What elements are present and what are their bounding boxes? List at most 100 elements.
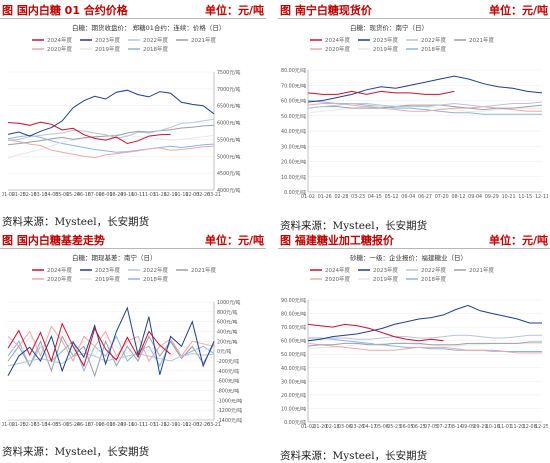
x-tick-label: 08-01 [99, 192, 113, 198]
x-tick-label: 02-26 [196, 192, 210, 198]
x-tick-label: 02-26 [196, 422, 210, 428]
x-tick-label: 05-01 [55, 192, 69, 198]
y-tick-label: 20.00元/吨 [281, 159, 306, 166]
legend-label: 2022年度 [421, 36, 446, 44]
series-line [307, 323, 444, 342]
x-tick-label: 11-15 [518, 194, 532, 200]
series-line [7, 325, 215, 363]
legend-item: 2020年度 [32, 275, 72, 283]
x-tick-label: 03-06 [338, 424, 352, 430]
series-line [307, 101, 543, 109]
legend-label: 2020年度 [47, 45, 72, 53]
legend-item: 2022年度 [406, 36, 446, 44]
y-tick-label: 10.00元/吨 [281, 174, 306, 181]
x-tick-label: 02-03 [185, 422, 199, 428]
x-tick-label: 09-16 [120, 192, 134, 198]
x-tick-label: 10-21 [502, 194, 516, 200]
legend-label: 2019年度 [373, 45, 398, 53]
x-tick-label: 06-16 [77, 192, 91, 198]
x-tick-label: 07-09 [88, 422, 102, 428]
y-tick-label: -200元/吨 [217, 358, 239, 365]
panel-header: 图 南宁白糖现货价 单位：元/吨 [278, 0, 550, 19]
y-tick-label: 80.00元/吨 [281, 311, 306, 318]
series-line [7, 335, 215, 378]
x-tick-label: 05-12 [385, 194, 399, 200]
figure-title: 图 南宁白糖现货价 [280, 4, 372, 17]
series-line [7, 118, 215, 141]
legend-item: 2024年度 [310, 36, 350, 44]
y-tick-label: 60.00元/吨 [281, 338, 306, 345]
legend-label: 2018年度 [421, 45, 446, 53]
x-tick-label: 08-01 [99, 422, 113, 428]
x-tick-label: 06-05 [400, 424, 414, 430]
legend-item: 2024年度 [32, 266, 72, 274]
y-tick-label: 200元/吨 [217, 338, 238, 345]
series-line [7, 353, 215, 367]
legend-label: 2023年度 [373, 266, 398, 274]
series-line [7, 330, 215, 363]
legend-item: 2022年度 [128, 266, 168, 274]
x-tick-label: 06-04 [401, 194, 415, 200]
chart-title: 白糖：现货价：南宁（日） [350, 23, 428, 32]
x-tick-label: 08-12 [451, 194, 465, 200]
x-tick-label: 03-21 [207, 422, 221, 428]
y-tick-label: 40.00元/吨 [281, 365, 306, 372]
y-tick-label: 4500元/吨 [217, 170, 241, 177]
x-tick-label: 02-28 [334, 194, 348, 200]
source-note: 资料来源：Mysteel，长安期货 [2, 216, 150, 228]
y-tick-label: -1400元/吨 [217, 417, 242, 424]
chart-title: 白糖：期货收盘价： 郑糖01合约：连续：价格（日） [72, 23, 225, 32]
source-note: 资料来源：Mysteel，长安期货 [2, 446, 150, 458]
series-line [307, 342, 542, 354]
legend-item: 2023年度 [358, 36, 398, 44]
legend-item: 2023年度 [358, 266, 398, 274]
y-tick-label: 0.00元/吨 [284, 419, 306, 426]
x-tick-label: 08-24 [109, 422, 123, 428]
legend-item: 2019年度 [80, 45, 120, 53]
x-tick-label: 12-25 [535, 424, 548, 430]
legend-item: 2020年度 [310, 275, 350, 283]
legend-item: 2020年度 [310, 45, 350, 53]
x-tick-label: 03-26 [350, 424, 364, 430]
y-tick-label: 50.00元/吨 [281, 113, 306, 120]
x-tick-label: 09-29 [473, 424, 487, 430]
legend-item: 2018年度 [128, 45, 168, 53]
legend-label: 2022年度 [421, 266, 446, 274]
x-tick-label: 05-01 [55, 422, 69, 428]
legend-item: 2021年度 [454, 266, 494, 274]
series-line [7, 134, 215, 153]
y-tick-label: -1000元/吨 [217, 397, 242, 404]
legend-item: 2018年度 [128, 275, 168, 283]
unit-label: 单位：元/吨 [488, 4, 548, 17]
x-tick-label: 05-23 [387, 424, 401, 430]
x-tick-label: 05-24 [66, 192, 80, 198]
x-tick-label: 06-25 [412, 424, 426, 430]
figure-title: 图 国内白糖 01 合约价格 [2, 4, 128, 17]
y-tick-label: 7000元/吨 [217, 86, 241, 93]
x-tick-label: 11-26 [153, 192, 167, 198]
y-tick-label: 5500元/吨 [217, 136, 241, 143]
legend-item: 2019年度 [80, 275, 120, 283]
source-note: 资料来源：Mysteel，长安期货 [280, 450, 428, 462]
x-tick-label: 12-11 [535, 194, 548, 200]
x-tick-label: 09-09 [461, 424, 475, 430]
legend-label: 2021年度 [191, 36, 216, 44]
legend-label: 2024年度 [47, 266, 72, 274]
panel-fujian-quote: 图 福建糖业加工糖报价 单位：元/吨 砂糖：一级：企业报价：福建糖业（日） 202… [278, 230, 550, 462]
y-tick-label: 0元/吨 [217, 348, 231, 355]
series-line [307, 75, 543, 103]
panel-futures-price: 图 国内白糖 01 合约价格 单位：元/吨 白糖：期货收盘价： 郑糖01合约：连… [0, 0, 266, 230]
legend-item: 2022年度 [128, 36, 168, 44]
legend-label: 2018年度 [421, 275, 446, 283]
legend-label: 2019年度 [95, 275, 120, 283]
y-tick-label: 4000元/吨 [217, 187, 241, 194]
x-tick-label: 02-16 [23, 422, 37, 428]
legend-label: 2021年度 [469, 266, 494, 274]
unit-label: 单位：元/吨 [204, 4, 264, 17]
legend-item: 2018年度 [406, 45, 446, 53]
source-note: 资料来源：Mysteel，长安期货 [280, 220, 428, 232]
x-tick-label: 08-14 [449, 424, 463, 430]
y-tick-label: -600元/吨 [217, 378, 239, 385]
legend-item: 2024年度 [310, 266, 350, 274]
panel-header: 图 福建糖业加工糖报价 单位：元/吨 [278, 230, 550, 249]
